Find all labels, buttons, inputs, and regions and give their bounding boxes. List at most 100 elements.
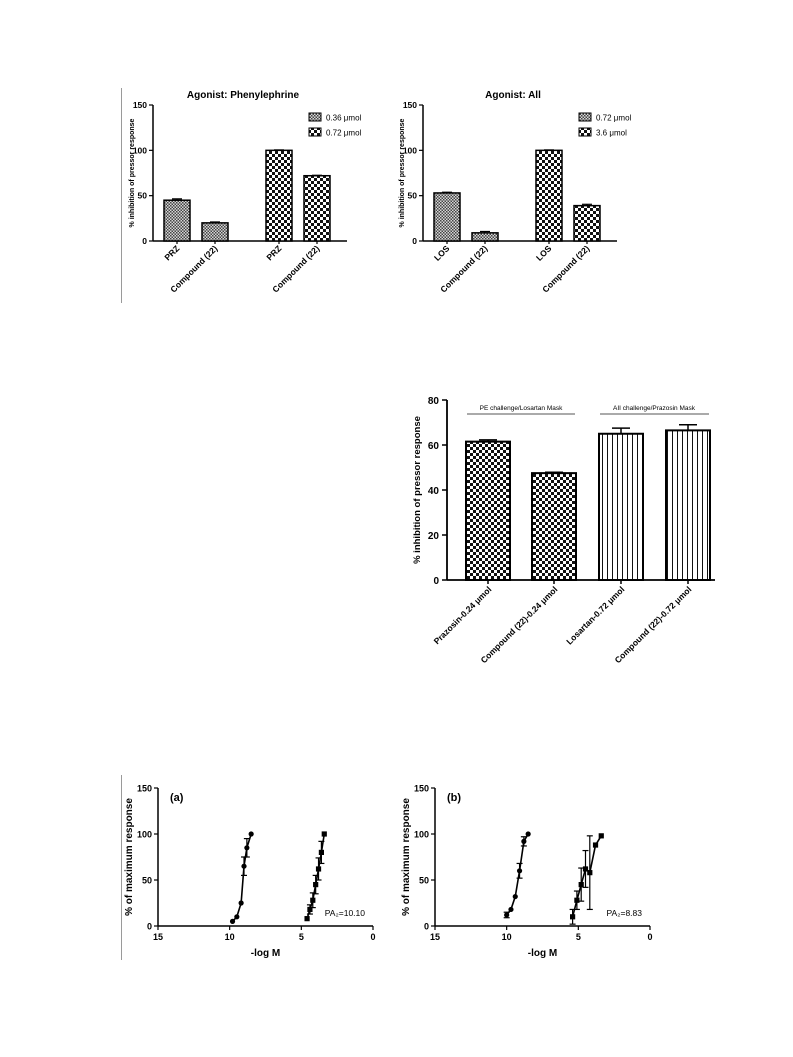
- data-point: [315, 866, 322, 872]
- data-point: [570, 914, 576, 920]
- x-tick-label: 10: [502, 932, 512, 942]
- data-point: [598, 833, 604, 839]
- data-point: [504, 912, 510, 918]
- y-tick-label: 50: [138, 191, 148, 201]
- x-tick-label: Prazosin-0.24 μmol: [432, 584, 494, 646]
- y-tick-label: 0: [142, 236, 147, 246]
- x-tick-label: 0: [370, 932, 375, 942]
- x-tick-label: 0: [647, 932, 652, 942]
- data-point: [310, 897, 316, 903]
- x-tick-label: LOS: [432, 243, 452, 263]
- x-tick-label: 15: [153, 932, 163, 942]
- data-point: [578, 882, 584, 888]
- group-annotation: PE challenge/Losartan Mask: [480, 405, 563, 412]
- bar: [303, 174, 331, 242]
- bar: [465, 440, 511, 581]
- y-tick-label: 150: [133, 100, 147, 110]
- pa2-annotation: PA₂=8.83: [606, 908, 642, 918]
- y-axis-label: % inhibition of pressor response: [129, 118, 136, 227]
- y-tick-label: 50: [142, 876, 152, 886]
- x-tick-label: 10: [225, 932, 235, 942]
- data-point: [248, 831, 254, 837]
- bar: [471, 232, 499, 242]
- data-point: [582, 866, 589, 872]
- legend-swatch: [578, 112, 592, 122]
- legend-label: 0.36 μmol: [326, 114, 362, 123]
- y-tick-label: 0: [424, 922, 429, 932]
- pa2-annotation: PA₂=10.10: [325, 908, 366, 918]
- legend-label: 0.72 μmol: [326, 129, 362, 138]
- data-point: [304, 916, 310, 922]
- data-point: [525, 831, 531, 837]
- data-point: [321, 831, 327, 837]
- data-point: [241, 863, 247, 869]
- y-axis-label: % of maximum response: [124, 798, 135, 916]
- bar: [573, 204, 601, 242]
- bar: [598, 432, 644, 581]
- data-point: [592, 842, 599, 848]
- bar: [201, 222, 229, 242]
- y-tick-label: 100: [403, 145, 417, 155]
- y-tick-label: 150: [414, 784, 429, 794]
- phenylephrine-bar-chart: Agonist: Phenylephrine % inhibition of pr…: [129, 90, 362, 294]
- y-tick-label: 150: [137, 784, 152, 794]
- divider-line-bottom: [121, 775, 122, 960]
- x-tick-label: LOS: [534, 243, 554, 263]
- bar: [265, 149, 293, 242]
- x-tick-label: Compound (22)-0.24 μmol: [479, 584, 560, 665]
- data-point: [587, 870, 593, 876]
- chart-title: Agonist: Phenylephrine: [187, 90, 300, 101]
- data-point: [521, 838, 527, 844]
- bar: [665, 429, 711, 581]
- y-tick-label: 0: [412, 236, 417, 246]
- y-tick-label: 150: [403, 100, 417, 110]
- x-tick-label: 5: [299, 932, 304, 942]
- data-point: [229, 918, 236, 924]
- y-tick-label: 50: [408, 191, 418, 201]
- data-point: [234, 914, 240, 920]
- y-tick-label: 100: [137, 830, 152, 840]
- data-point: [508, 906, 514, 913]
- data-point: [238, 900, 244, 906]
- y-tick-label: 20: [428, 531, 440, 542]
- data-point: [574, 897, 580, 903]
- chart-title: Agonist: All: [485, 90, 541, 101]
- y-tick-label: 80: [428, 396, 440, 407]
- x-tick-label: PRZ: [264, 243, 283, 262]
- bar: [535, 149, 563, 242]
- data-point: [318, 849, 324, 855]
- y-axis-label: % inhibition of pressor response: [399, 118, 406, 227]
- data-point: [516, 868, 523, 874]
- y-tick-label: 60: [428, 441, 440, 452]
- x-axis-label: -log M: [251, 948, 280, 959]
- dose-response-chart-b: % of maximum response -log M (b) PA₂=8.83 0 5…: [401, 784, 653, 960]
- x-axis-label: -log M: [528, 948, 557, 959]
- data-point: [512, 893, 518, 900]
- legend-swatch: [308, 127, 322, 137]
- x-tick-label: Losartan-0.72 μmol: [564, 584, 626, 646]
- y-tick-label: 100: [133, 145, 147, 155]
- y-axis-label: % of maximum response: [401, 798, 412, 916]
- x-tick-label: Compound (22)-0.72 μmol: [613, 584, 694, 665]
- dose-response-chart-a: % of maximum response -log M (a) PA₂=10.10 0…: [124, 784, 376, 960]
- bar: [163, 199, 191, 242]
- data-point: [313, 882, 319, 888]
- panel-label: (a): [170, 792, 184, 804]
- y-tick-label: 0: [433, 576, 439, 587]
- x-tick-label: 5: [576, 932, 581, 942]
- y-tick-label: 40: [428, 486, 440, 497]
- data-point: [244, 845, 250, 851]
- masked-pressor-bar-chart: % inhibition of pressor response 0 20 40 60 8…: [412, 396, 715, 665]
- bar: [531, 472, 577, 581]
- x-tick-label: 15: [430, 932, 440, 942]
- legend-label: 0.72 μmol: [596, 114, 632, 123]
- data-point: [307, 906, 313, 913]
- y-tick-label: 0: [147, 922, 152, 932]
- bar: [433, 192, 461, 242]
- y-tick-label: 50: [419, 876, 429, 886]
- agonist-all-bar-chart: Agonist: All % inhibition of pressor resp…: [399, 90, 632, 294]
- legend-label: 3.6 μmol: [596, 129, 627, 138]
- legend-swatch: [308, 112, 322, 122]
- divider-line-top: [121, 88, 122, 303]
- x-tick-label: PRZ: [162, 243, 181, 262]
